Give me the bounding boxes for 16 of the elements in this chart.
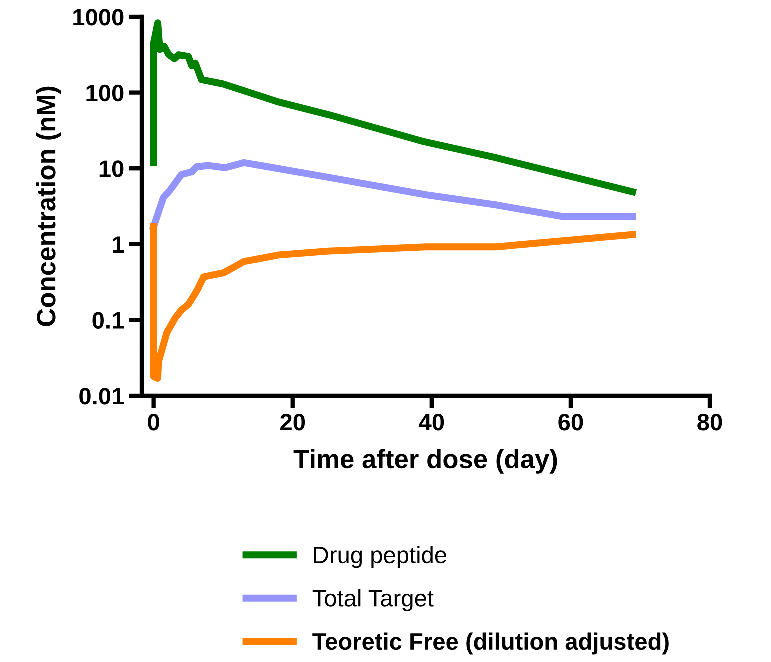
x-tick-label: 40 <box>419 414 444 431</box>
x-axis-title: Time after dose (day) <box>294 449 558 474</box>
y-axis-title: Concentration (nM) <box>36 86 62 326</box>
y-tick-label: 0.1 <box>92 312 124 329</box>
x-tick-label: 60 <box>558 414 584 431</box>
y-tick-label: 1 <box>112 236 124 253</box>
legend-label: Drug peptide <box>314 546 447 568</box>
y-tick-label: 10 <box>100 160 124 178</box>
y-tick-label: 1000 <box>74 9 124 26</box>
legend-label: Total Target <box>312 590 434 612</box>
x-tick-label: 80 <box>698 414 722 431</box>
x-tick-label: 20 <box>280 414 306 431</box>
y-tick-label: 100 <box>86 84 124 102</box>
legend-label: Teoretic Free (dilution adjusted) <box>312 632 669 655</box>
x-tick-label: 0 <box>148 414 160 431</box>
y-tick-label: 0.01 <box>80 388 124 405</box>
